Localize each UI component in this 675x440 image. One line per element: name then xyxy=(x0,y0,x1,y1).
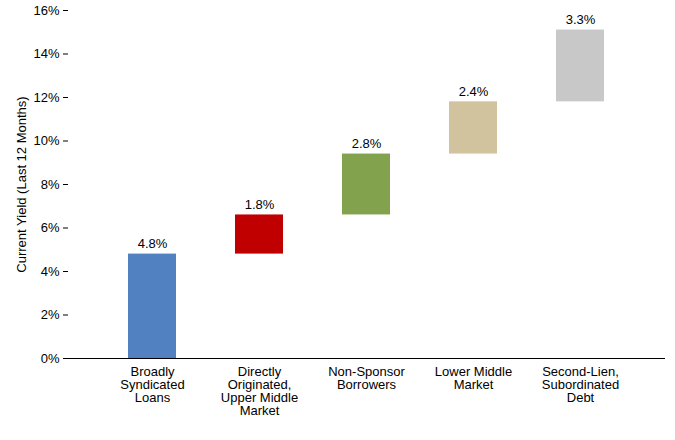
svg-text:10%: 10% xyxy=(33,133,59,148)
svg-text:14%: 14% xyxy=(33,46,59,61)
svg-text:DirectlyOriginated,Upper Middl: DirectlyOriginated,Upper MiddleMarket xyxy=(221,364,298,418)
svg-text:0%: 0% xyxy=(41,351,60,366)
svg-text:3.3%: 3.3% xyxy=(566,12,596,27)
svg-text:4%: 4% xyxy=(41,264,60,279)
svg-text:12%: 12% xyxy=(33,90,59,105)
svg-text:1.8%: 1.8% xyxy=(245,197,275,212)
svg-text:Lower MiddleMarket: Lower MiddleMarket xyxy=(435,364,512,392)
svg-text:BroadlySyndicatedLoans: BroadlySyndicatedLoans xyxy=(120,364,184,405)
svg-text:4.8%: 4.8% xyxy=(138,236,168,251)
svg-text:2.4%: 2.4% xyxy=(459,84,489,99)
svg-text:Current Yield (Last 12 Months): Current Yield (Last 12 Months) xyxy=(14,96,29,272)
svg-text:8%: 8% xyxy=(41,177,60,192)
svg-text:Non-SponsorBorrowers: Non-SponsorBorrowers xyxy=(328,364,405,392)
svg-text:2%: 2% xyxy=(41,307,60,322)
svg-text:2.8%: 2.8% xyxy=(352,136,382,151)
svg-text:Second-Lien,SubordinatedDebt: Second-Lien,SubordinatedDebt xyxy=(542,364,619,405)
svg-text:16%: 16% xyxy=(33,3,59,18)
svg-text:6%: 6% xyxy=(41,220,60,235)
